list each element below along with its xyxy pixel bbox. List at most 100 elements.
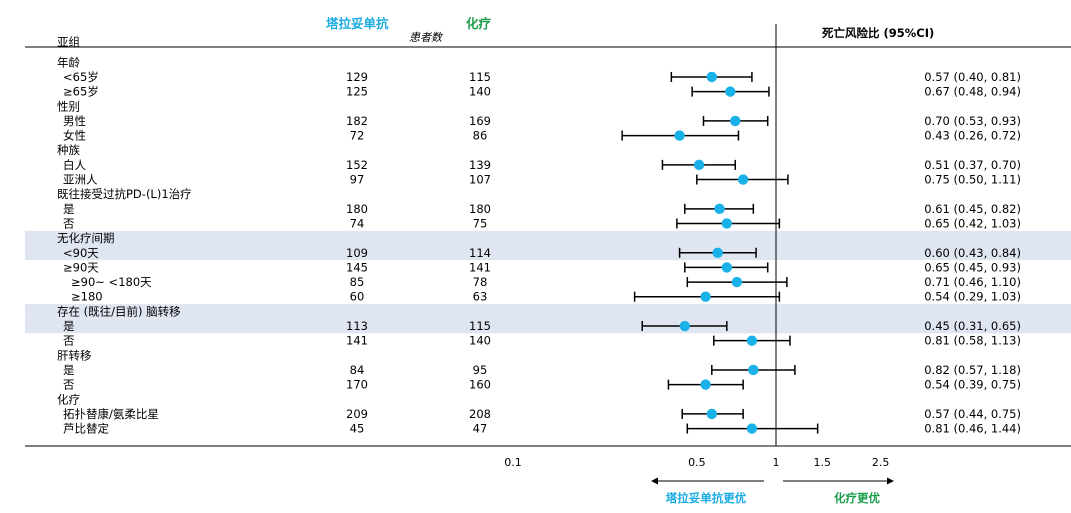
tisle-n-value: 45	[350, 422, 365, 436]
highlight-band	[25, 318, 1071, 334]
tisle-n-value: 72	[350, 129, 365, 143]
favor-tisle-label: 塔拉妥单抗更优	[666, 491, 747, 505]
tisle-n-value: 129	[346, 70, 368, 84]
hr-ci-text: 0.45 (0.31, 0.65)	[924, 319, 1021, 333]
hr-ci-text: 0.57 (0.44, 0.75)	[924, 407, 1021, 421]
subgroup-category-label: 种族	[57, 143, 80, 157]
hr-point	[679, 320, 690, 332]
hr-ci-text: 0.65 (0.42, 1.03)	[924, 216, 1021, 230]
chemo-n-value: 160	[469, 378, 491, 392]
hr-point	[721, 262, 732, 273]
tisle-n-value: 85	[350, 275, 365, 289]
subgroup-label: 是	[63, 319, 75, 333]
x-tick-label: 0.1	[504, 456, 522, 469]
subgroup-label: ≥180	[71, 290, 103, 304]
subgroup-label: 女性	[63, 129, 86, 143]
tisle-n-value: 97	[350, 173, 365, 187]
chemo-column-header: 化疗	[466, 16, 492, 31]
tisle-n-value: 145	[346, 260, 368, 274]
subgroup-label: 白人	[63, 158, 86, 172]
tisle-n-value: 141	[346, 334, 368, 348]
hr-ci-text: 0.54 (0.39, 0.75)	[924, 378, 1021, 392]
x-tick-label: 0.5	[688, 456, 706, 469]
subgroup-label: 是	[63, 363, 75, 377]
hr-ci-text: 0.81 (0.46, 1.44)	[924, 422, 1021, 436]
chemo-n-value: 139	[469, 158, 491, 172]
hr-point	[700, 379, 711, 390]
tisle-n-value: 109	[346, 246, 368, 260]
chemo-n-value: 47	[473, 422, 488, 436]
hr-point	[746, 335, 758, 346]
hr-point	[714, 203, 725, 215]
favor-tisle-arrow-head	[651, 477, 658, 485]
x-tick-label: 1.5	[814, 456, 832, 469]
hr-point	[731, 276, 743, 288]
subgroup-label: 芦比替定	[63, 422, 109, 436]
tisle-n-value: 152	[346, 158, 368, 172]
subgroup-label: 男性	[63, 114, 86, 128]
hr-point	[700, 291, 711, 302]
highlight-band	[25, 230, 1071, 246]
subgroup-label: 否	[63, 378, 75, 392]
hr-point	[748, 364, 759, 376]
tisle-n-value: 182	[346, 114, 368, 128]
highlight-band	[25, 304, 1071, 319]
tisle-n-value: 74	[350, 216, 365, 230]
hr-ci-text: 0.51 (0.37, 0.70)	[924, 158, 1021, 172]
chemo-n-value: 169	[469, 114, 491, 128]
chemo-n-value: 141	[469, 260, 491, 274]
hr-ci-text: 0.57 (0.40, 0.81)	[924, 70, 1021, 84]
hr-ci-text: 0.82 (0.57, 1.18)	[924, 363, 1021, 377]
subgroup-category-label: 既往接受过抗PD-(L)1治疗	[57, 187, 192, 201]
highlight-band	[25, 245, 1071, 261]
hr-ci-text: 0.60 (0.43, 0.84)	[924, 246, 1021, 260]
subgroup-label: ≥90~ <180天	[71, 275, 152, 289]
subgroup-label: 否	[63, 216, 75, 230]
subgroup-category-label: 年龄	[57, 55, 80, 69]
hr-ci-text: 0.65 (0.45, 0.93)	[924, 260, 1021, 274]
chemo-n-value: 95	[473, 363, 488, 377]
hr-point	[693, 159, 705, 171]
hr-ci-text: 0.70 (0.53, 0.93)	[924, 114, 1021, 128]
hr-point	[737, 174, 749, 185]
tisle-n-value: 113	[346, 319, 368, 333]
hr-ci-text: 0.67 (0.48, 0.94)	[924, 85, 1021, 99]
subgroup-header: 亚组	[57, 35, 80, 49]
chemo-n-value: 180	[469, 202, 491, 216]
chemo-n-value: 86	[473, 129, 488, 143]
subgroup-label: 否	[63, 334, 75, 348]
hr-point	[712, 247, 723, 258]
chemo-n-value: 115	[469, 70, 491, 84]
chemo-n-value: 63	[473, 290, 488, 304]
patients-label: 患者数	[409, 31, 442, 44]
hr-point	[706, 71, 717, 83]
favor-chemo-arrow-head	[887, 477, 894, 485]
chemo-n-value: 107	[469, 173, 491, 187]
subgroup-label: <90天	[63, 246, 99, 260]
tisle-n-value: 170	[346, 378, 368, 392]
tisle-n-value: 180	[346, 202, 368, 216]
tisle-n-value: 125	[346, 85, 368, 99]
chemo-n-value: 140	[469, 85, 491, 99]
hr-point	[706, 408, 717, 420]
x-tick-label: 1	[773, 456, 780, 469]
subgroup-label: <65岁	[63, 70, 99, 84]
hr-ci-text: 0.54 (0.29, 1.03)	[924, 290, 1021, 304]
tisle-n-value: 209	[346, 407, 368, 421]
tisle-n-value: 84	[350, 363, 365, 377]
tisle-column-header: 塔拉妥单抗	[326, 16, 389, 31]
hr-ci-text: 0.81 (0.58, 1.13)	[924, 334, 1021, 348]
hr-point	[725, 86, 736, 97]
favor-chemo-label: 化疗更优	[834, 491, 880, 505]
subgroup-label: 是	[63, 202, 75, 216]
chemo-n-value: 115	[469, 319, 491, 333]
chemo-n-value: 140	[469, 334, 491, 348]
hr-ci-text: 0.75 (0.50, 1.11)	[924, 173, 1021, 187]
subgroup-category-label: 无化疗间期	[57, 231, 115, 245]
hr-point	[730, 115, 741, 127]
subgroup-category-label: 存在 (既往/目前) 脑转移	[57, 304, 181, 318]
subgroup-label: ≥65岁	[63, 85, 99, 99]
x-tick-label: 2.5	[872, 456, 890, 469]
hr-ci-text: 0.43 (0.26, 0.72)	[924, 129, 1021, 143]
